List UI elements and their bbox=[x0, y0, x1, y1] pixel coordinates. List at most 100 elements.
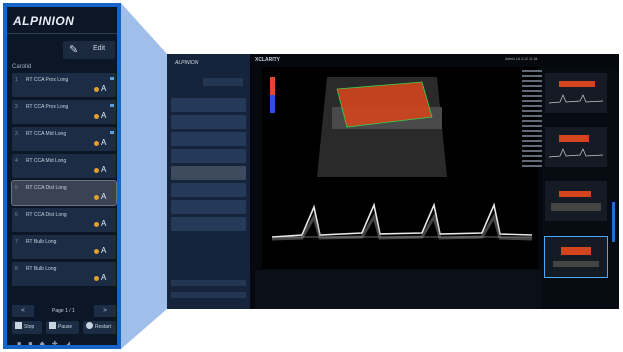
pager: < Page 1 / 1 > bbox=[12, 305, 116, 317]
stop-button[interactable]: Stop bbox=[12, 321, 42, 334]
doppler-waveform bbox=[271, 202, 533, 238]
protocol-item[interactable] bbox=[171, 183, 246, 197]
scrollbar[interactable] bbox=[612, 202, 615, 242]
flag-icon bbox=[110, 77, 114, 80]
protocol-item[interactable] bbox=[171, 200, 246, 214]
protocol-item[interactable] bbox=[171, 115, 246, 129]
item-label: RT CCA Mid Long bbox=[26, 131, 67, 137]
status-dot bbox=[94, 195, 99, 200]
probe-label: LA 3-12 bbox=[515, 57, 528, 61]
item-number: 8 bbox=[15, 266, 18, 272]
ultrasound-screen: ALPINION XCLARITY Admin LA 3-12 11:34 bbox=[167, 54, 619, 309]
protocol-item[interactable]: 7 RT Bulb Long A bbox=[12, 235, 116, 259]
protocol-item[interactable]: 4 RT CCA Mid Long A bbox=[12, 154, 116, 178]
item-label: RT CCA Dist Long bbox=[26, 185, 67, 191]
item-number: 2 bbox=[15, 104, 18, 110]
protocol-item[interactable]: 3 RT CCA Mid Long A bbox=[12, 127, 116, 151]
item-number: 3 bbox=[15, 131, 18, 137]
annotation-icon: A bbox=[101, 219, 107, 228]
thumbnail[interactable] bbox=[545, 127, 607, 167]
screen-side-panel: ALPINION bbox=[167, 54, 250, 309]
edit-button[interactable] bbox=[203, 78, 243, 86]
annotation-icon: A bbox=[101, 192, 107, 201]
next-page-button[interactable]: > bbox=[94, 305, 116, 317]
parameter-column bbox=[522, 70, 542, 190]
pause-icon bbox=[49, 322, 56, 329]
color-scale-bottom bbox=[270, 95, 275, 113]
status-dot bbox=[94, 276, 99, 281]
annotation-icon: A bbox=[101, 165, 107, 174]
lock-icon[interactable]: ■ bbox=[28, 341, 40, 348]
protocol-side-panel: ALPINION ✎ Edit Carotid 1 RT CCA Prox Lo… bbox=[3, 3, 121, 349]
item-number: 1 bbox=[15, 77, 18, 83]
stop-label: Stop bbox=[24, 324, 35, 330]
flag-icon bbox=[110, 104, 114, 107]
protocol-item-selected[interactable]: 5 RT CCA Dist Long A bbox=[11, 180, 117, 206]
item-number: 5 bbox=[15, 185, 18, 191]
annotation-icon: A bbox=[101, 246, 107, 255]
annotation-icon: A bbox=[101, 84, 107, 93]
tool-icon[interactable]: ✚ bbox=[51, 341, 65, 348]
thumbnail[interactable] bbox=[545, 73, 607, 113]
protocol-list bbox=[171, 98, 246, 234]
page-indicator: Page 1 / 1 bbox=[52, 308, 75, 314]
bottom-toolbar bbox=[255, 270, 542, 309]
status-dot bbox=[94, 114, 99, 119]
status-dot bbox=[94, 141, 99, 146]
status-dot bbox=[94, 87, 99, 92]
edit-icon: ✎ bbox=[69, 44, 79, 56]
edit-button[interactable]: ✎ Edit bbox=[63, 41, 115, 59]
app-title: XCLARITY bbox=[255, 57, 280, 63]
status-dot bbox=[94, 168, 99, 173]
roi-box bbox=[336, 81, 433, 128]
item-number: 6 bbox=[15, 212, 18, 218]
user-label: Admin bbox=[505, 57, 515, 61]
thumbnail-panel bbox=[542, 67, 619, 309]
restart-button[interactable]: Restart bbox=[83, 321, 116, 334]
annotation-icon: A bbox=[101, 273, 107, 282]
color-scale-top bbox=[270, 77, 275, 95]
pause-label: Pause bbox=[58, 324, 73, 330]
item-label: RT CCA Prox Long bbox=[26, 104, 69, 110]
item-label: RT CCA Dist Long bbox=[26, 212, 67, 218]
flag-icon bbox=[110, 131, 114, 134]
protocol-item[interactable]: 8 RT Bulb Long A bbox=[12, 262, 116, 286]
brand-logo: ALPINION bbox=[13, 14, 75, 28]
protocol-item-selected[interactable] bbox=[171, 166, 246, 180]
edit-label: Edit bbox=[93, 45, 106, 52]
protocol-item[interactable]: 6 RT CCA Dist Long A bbox=[12, 208, 116, 232]
ultrasound-image bbox=[262, 67, 538, 269]
protocol-item[interactable] bbox=[171, 217, 246, 231]
pager[interactable] bbox=[171, 280, 246, 286]
lock-icon[interactable]: ■ bbox=[17, 341, 29, 348]
item-label: RT Bulb Long bbox=[26, 239, 57, 245]
action-bar: Stop Pause Restart bbox=[12, 321, 116, 334]
protocol-list: 1 RT CCA Prox Long A 2 RT CCA Prox Long … bbox=[11, 73, 117, 289]
restart-label: Restart bbox=[95, 324, 112, 330]
protocol-item[interactable] bbox=[171, 149, 246, 163]
protocol-item[interactable] bbox=[171, 98, 246, 112]
action-bar[interactable] bbox=[171, 292, 246, 298]
item-number: 4 bbox=[15, 158, 18, 164]
item-label: RT CCA Mid Long bbox=[26, 158, 67, 164]
annotation-icon: A bbox=[101, 138, 107, 147]
restart-icon bbox=[86, 322, 93, 329]
section-label: Carotid bbox=[12, 64, 32, 70]
prev-page-button[interactable]: < bbox=[12, 305, 34, 317]
bottom-toolbar: ■■◆✚◢ bbox=[17, 340, 78, 348]
status-dot bbox=[94, 249, 99, 254]
brand-logo: ALPINION bbox=[175, 60, 199, 66]
pause-button[interactable]: Pause bbox=[46, 321, 79, 334]
thumbnail-selected[interactable] bbox=[544, 236, 608, 278]
protocol-item[interactable]: 2 RT CCA Prox Long A bbox=[12, 100, 116, 124]
annotation-icon: A bbox=[101, 111, 107, 120]
item-label: RT Bulb Long bbox=[26, 266, 57, 272]
settings-icon[interactable]: ◢ bbox=[64, 341, 78, 348]
protocol-item[interactable] bbox=[171, 132, 246, 146]
protocol-item[interactable]: 1 RT CCA Prox Long A bbox=[12, 73, 116, 97]
item-number: 7 bbox=[15, 239, 18, 245]
item-label: RT CCA Prox Long bbox=[26, 77, 69, 83]
probe-icon[interactable]: ◆ bbox=[39, 341, 52, 348]
thumbnail[interactable] bbox=[545, 181, 607, 221]
stop-icon bbox=[15, 322, 22, 329]
